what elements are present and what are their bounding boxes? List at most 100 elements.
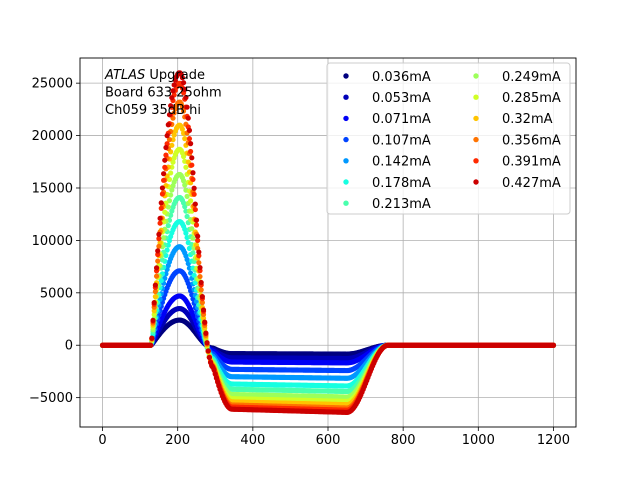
data-point bbox=[161, 171, 167, 177]
data-point bbox=[157, 220, 163, 226]
data-point bbox=[162, 157, 168, 163]
data-point bbox=[200, 315, 207, 321]
data-point bbox=[156, 231, 162, 237]
data-point bbox=[158, 205, 164, 211]
data-point bbox=[203, 330, 209, 336]
data-point bbox=[157, 215, 163, 221]
data-point bbox=[189, 155, 195, 161]
data-point bbox=[197, 264, 203, 271]
data-point bbox=[158, 278, 164, 284]
data-point bbox=[152, 288, 158, 295]
data-point bbox=[153, 265, 160, 271]
data-point bbox=[165, 122, 171, 128]
data-point bbox=[184, 213, 190, 220]
data-point bbox=[211, 367, 217, 373]
data-point bbox=[155, 251, 161, 258]
data-point bbox=[183, 164, 189, 170]
data-point bbox=[186, 136, 193, 142]
data-point bbox=[184, 193, 190, 199]
data-point bbox=[191, 191, 197, 197]
data-point bbox=[184, 256, 190, 263]
data-point bbox=[180, 108, 187, 114]
data-points bbox=[99, 70, 557, 415]
data-point bbox=[159, 185, 166, 191]
data-point bbox=[168, 170, 174, 176]
data-point bbox=[150, 317, 156, 323]
data-point bbox=[179, 126, 185, 132]
data-point bbox=[182, 86, 188, 92]
data-point bbox=[171, 82, 177, 88]
data-point bbox=[190, 170, 196, 176]
data-point bbox=[170, 88, 176, 94]
data-point bbox=[182, 136, 188, 142]
data-point bbox=[151, 300, 157, 306]
data-point bbox=[155, 248, 161, 254]
data-point bbox=[183, 94, 189, 101]
data-point bbox=[188, 141, 194, 147]
data-point bbox=[193, 217, 200, 223]
data-point bbox=[204, 340, 210, 346]
data-point bbox=[186, 127, 193, 133]
data-point bbox=[180, 178, 187, 184]
data-point bbox=[152, 282, 158, 288]
data-point bbox=[189, 162, 195, 168]
data-point bbox=[197, 273, 203, 280]
data-point bbox=[212, 371, 218, 377]
data-point bbox=[159, 191, 166, 197]
data-point bbox=[180, 80, 187, 86]
data-point bbox=[195, 237, 201, 244]
data-point bbox=[206, 354, 212, 361]
data-point bbox=[162, 164, 168, 170]
data-point bbox=[151, 311, 157, 318]
data-point bbox=[199, 300, 205, 306]
data-point bbox=[192, 201, 198, 207]
data-point bbox=[190, 235, 196, 241]
data-point bbox=[165, 204, 171, 210]
data-point bbox=[198, 279, 204, 286]
data-point bbox=[179, 75, 185, 81]
data-point bbox=[196, 249, 202, 255]
data-point bbox=[162, 209, 168, 215]
data-point bbox=[185, 115, 191, 121]
data-point bbox=[188, 198, 194, 204]
data-point bbox=[163, 152, 169, 158]
data-point bbox=[196, 260, 202, 266]
data-point bbox=[156, 236, 162, 242]
data-point bbox=[189, 226, 195, 232]
data-point bbox=[195, 233, 201, 239]
data-point bbox=[182, 204, 188, 210]
data-point bbox=[165, 223, 171, 229]
data-point bbox=[190, 250, 196, 256]
data-point bbox=[166, 112, 173, 118]
data-point bbox=[200, 307, 207, 313]
data-point bbox=[191, 272, 197, 278]
data-point bbox=[158, 200, 164, 206]
data-point bbox=[191, 185, 197, 191]
data-point bbox=[180, 153, 187, 160]
data-point bbox=[161, 235, 167, 241]
data-point bbox=[169, 142, 175, 148]
data-point bbox=[182, 182, 188, 188]
data-point bbox=[168, 103, 174, 109]
series-points bbox=[99, 70, 557, 415]
data-point bbox=[190, 176, 196, 183]
data-point bbox=[199, 294, 205, 300]
data-point bbox=[148, 342, 154, 348]
data-point bbox=[183, 230, 189, 236]
data-point bbox=[164, 133, 170, 139]
data-point bbox=[169, 187, 175, 193]
data-point bbox=[169, 95, 175, 101]
data-point bbox=[153, 273, 160, 279]
data-point bbox=[196, 253, 202, 259]
data-point bbox=[151, 308, 157, 314]
data-point bbox=[170, 159, 176, 165]
data-point bbox=[159, 257, 166, 263]
data-point bbox=[163, 144, 169, 151]
data-point bbox=[202, 319, 208, 325]
data-point bbox=[186, 245, 193, 251]
data-point bbox=[166, 136, 173, 143]
data-point bbox=[198, 287, 204, 293]
data-point bbox=[152, 294, 158, 300]
data-point bbox=[184, 104, 190, 110]
